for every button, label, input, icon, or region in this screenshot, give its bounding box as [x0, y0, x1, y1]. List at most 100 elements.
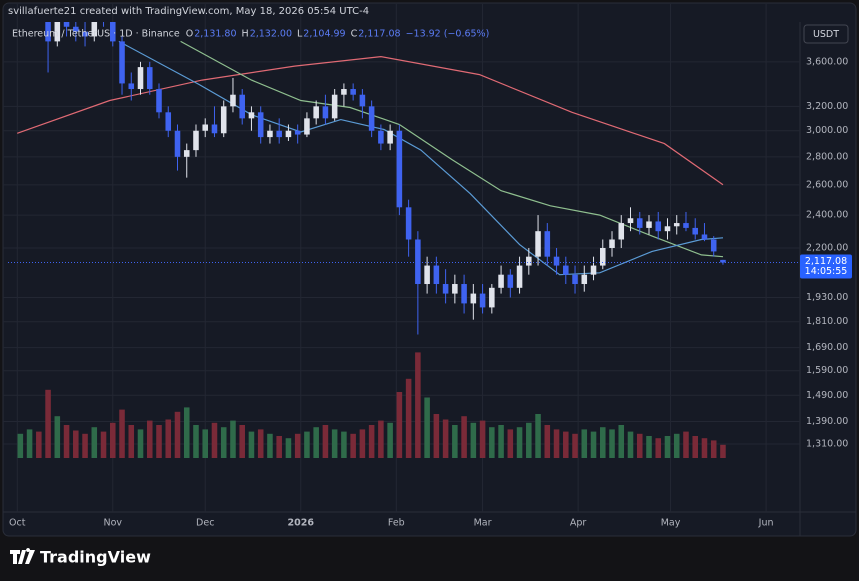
volume-bar: [405, 378, 412, 458]
candle-body: [433, 265, 440, 285]
candle-body: [267, 130, 273, 138]
volume-bar: [396, 392, 403, 458]
y-tick-label: 3,200.00: [806, 101, 848, 112]
volume-bar: [590, 431, 597, 458]
last-price-box: [800, 254, 852, 279]
volume-bar: [720, 444, 726, 458]
volume-bar: [526, 422, 532, 458]
volume-bar: [63, 425, 70, 458]
candle-body: [239, 94, 245, 119]
volume-bar: [110, 422, 116, 458]
currency-label[interactable]: USDT: [813, 29, 839, 40]
candle-body: [701, 234, 708, 240]
volume-bar: [553, 429, 560, 458]
volume-bar: [618, 425, 625, 458]
candle-body: [248, 112, 255, 119]
candle-body: [664, 226, 671, 232]
candle-body: [63, 22, 70, 27]
candle-body: [322, 106, 329, 119]
candle-body: [183, 150, 190, 157]
candle-body: [156, 89, 162, 113]
candle-body: [165, 112, 172, 131]
y-tick-label: 2,400.00: [806, 210, 848, 221]
legend-key: C: [351, 29, 358, 40]
candle-body: [294, 130, 301, 135]
volume-bar: [239, 425, 245, 458]
volume-bar: [636, 433, 643, 458]
candle-body: [442, 284, 449, 294]
x-tick-label: Oct: [9, 518, 26, 529]
x-tick-label: Apr: [570, 518, 587, 529]
volume-bar: [415, 352, 421, 458]
volume-bar: [183, 407, 190, 458]
candle-body: [507, 274, 514, 288]
candle-body: [350, 89, 356, 95]
candle-body: [563, 265, 569, 275]
volume-bar: [470, 422, 477, 458]
candle-body: [683, 223, 689, 228]
x-tick-label: May: [661, 518, 681, 529]
last-price-label: 2,117.08: [805, 256, 847, 267]
volume-bar: [230, 420, 236, 458]
volume-bar: [156, 425, 162, 458]
legend-key: O: [186, 29, 193, 40]
y-tick-label: 1,810.00: [806, 316, 848, 327]
volume-bar: [664, 436, 671, 458]
volume-bar: [424, 397, 430, 458]
volume-bar: [673, 433, 680, 458]
candle-body: [609, 239, 615, 248]
candle-body: [590, 265, 597, 275]
volume-bar: [193, 425, 199, 458]
candle-body: [146, 67, 153, 90]
x-tick-label: Nov: [104, 518, 123, 529]
volume-bar: [507, 429, 514, 458]
candle-body: [710, 239, 717, 252]
volume-bar: [599, 427, 606, 458]
volume-bar: [710, 440, 717, 458]
volume-bar: [100, 431, 107, 458]
candle-body: [553, 256, 560, 266]
candle-body: [276, 130, 282, 138]
volume-bar: [146, 420, 153, 458]
logo-mark: [10, 548, 35, 564]
volume-bar: [498, 425, 504, 458]
volume-bar: [322, 425, 329, 458]
candle-body: [313, 106, 319, 119]
candle-body: [599, 247, 606, 266]
x-tick-label: Dec: [196, 518, 214, 529]
candle-body: [720, 259, 726, 263]
candle-body: [572, 274, 578, 285]
logo: TradingView: [10, 548, 151, 567]
candle-body: [470, 293, 477, 304]
candle-body: [45, 22, 51, 42]
currency-button[interactable]: [803, 24, 849, 44]
volume-bar: [276, 436, 282, 458]
volume-bar: [137, 429, 144, 458]
legend-value: 2,104.99: [303, 29, 345, 40]
y-tick-label: 1,490.00: [806, 390, 848, 401]
candle-body: [692, 227, 698, 235]
volume-bar: [387, 422, 393, 458]
volume-bar: [452, 425, 458, 458]
candle-body: [211, 124, 218, 134]
x-tick-label: Feb: [388, 518, 405, 529]
volume-bar: [174, 411, 181, 458]
volume-bar: [313, 427, 319, 458]
candle-body: [378, 130, 384, 144]
y-tick-label: 2,200.00: [806, 242, 848, 253]
candle-body: [285, 130, 292, 138]
volume-bar: [36, 431, 42, 458]
y-tick-label: 1,390.00: [806, 416, 848, 427]
candle-body: [82, 31, 88, 37]
volume-bar: [54, 416, 61, 458]
legend-key: L: [297, 29, 303, 40]
y-tick-label: 3,600.00: [806, 56, 848, 67]
candle-body: [119, 41, 125, 84]
volume-bar: [479, 420, 486, 458]
volume-bar: [119, 409, 125, 458]
volume-bar: [646, 436, 652, 458]
volume-bar: [91, 427, 98, 458]
legend-value: 2,117.08: [358, 29, 400, 40]
candle-body: [174, 130, 181, 157]
